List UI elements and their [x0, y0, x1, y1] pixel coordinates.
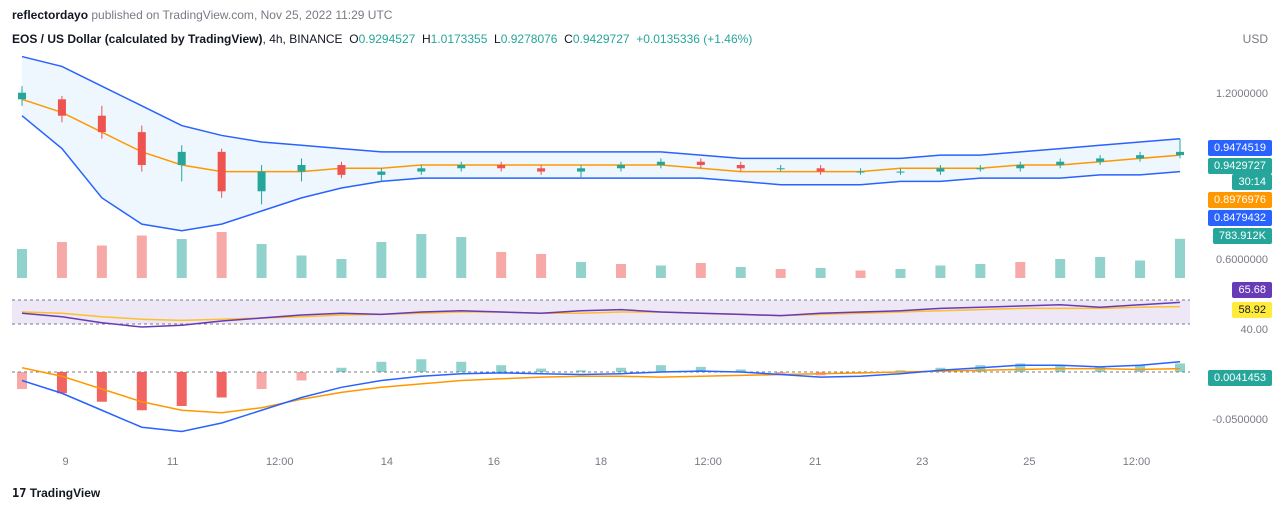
publish-info: reflectordayo published on TradingView.c… — [12, 8, 392, 22]
price-panel[interactable] — [12, 50, 1190, 280]
symbol-row: EOS / US Dollar (calculated by TradingVi… — [12, 32, 752, 46]
tradingview-logo: 17 TradingView — [12, 486, 100, 500]
macd-panel[interactable] — [12, 355, 1190, 440]
time-axis: 91112:0014161812:0021232512:00 — [12, 456, 1190, 476]
rsi-panel[interactable] — [12, 282, 1190, 342]
trading-chart: reflectordayo published on TradingView.c… — [0, 0, 1280, 506]
unit-label: USD — [1243, 32, 1268, 46]
